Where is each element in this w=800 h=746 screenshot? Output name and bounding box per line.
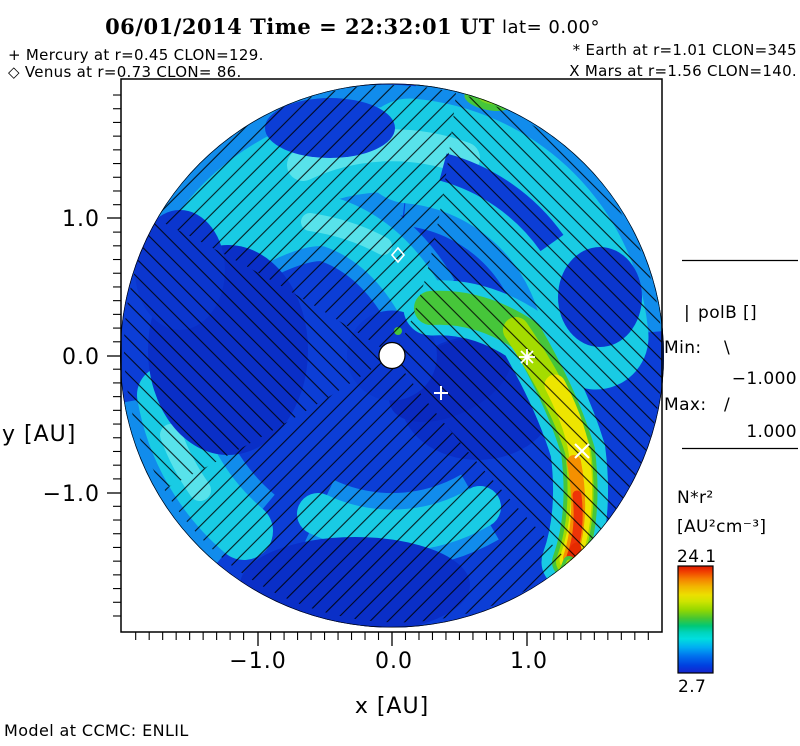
colorbar-quantity: N*r² xyxy=(677,488,714,508)
polarity-hatch-overlay xyxy=(123,84,663,623)
x-tick-0: 0.0 xyxy=(375,649,413,674)
major-ticks xyxy=(107,217,528,646)
legend-mercury: + Mercury at r=0.45 CLON=129. xyxy=(8,46,264,64)
legend-venus: ◇ Venus at r=0.73 CLON= 86. xyxy=(8,63,242,81)
colorbar: N*r² [AU²cm⁻³] 24.1 2.7 xyxy=(677,488,766,697)
venus-marker xyxy=(390,246,406,264)
x-axis-label: x [AU] xyxy=(355,694,429,719)
polb-min-value: −1.000 xyxy=(732,369,797,389)
sun-marker xyxy=(378,341,406,370)
minor-ticks xyxy=(113,94,649,640)
colorbar-min: 2.7 xyxy=(678,677,706,697)
polb-max-label: Max: xyxy=(664,395,706,415)
earth-marker xyxy=(519,349,535,365)
polb-bar-glyph: | xyxy=(684,303,690,323)
polb-panel: | polB [] Min: \ −1.000 Max: / 1.000 xyxy=(664,259,798,450)
x-tick-neg1: −1.0 xyxy=(229,649,286,674)
colorbar-max: 24.1 xyxy=(677,547,716,567)
plot-title-latitude: lat= 0.00° xyxy=(502,17,600,38)
legend-mars: X Mars at r=1.56 CLON=140. xyxy=(569,62,797,80)
mars-marker xyxy=(574,443,590,459)
y-axis-label: y [AU] xyxy=(2,422,76,447)
polb-max-value: 1.000 xyxy=(746,422,797,442)
model-footer: Model at CCMC: ENLIL xyxy=(4,721,189,740)
y-tick-neg1: −1.0 xyxy=(43,482,100,507)
x-tick-1: 1.0 xyxy=(510,649,548,674)
y-tick-0: 0.0 xyxy=(62,345,100,370)
mercury-marker xyxy=(434,386,448,400)
polb-min-label: Min: xyxy=(664,338,702,358)
polb-min-glyph: \ xyxy=(724,338,730,358)
plot-title: 06/01/2014 Time = 22:32:01 UT xyxy=(105,14,495,39)
colorbar-gradient xyxy=(677,565,714,674)
density-field xyxy=(120,83,664,628)
legend-earth: * Earth at r=1.01 CLON=345 xyxy=(573,41,797,59)
polb-max-glyph: / xyxy=(724,395,730,415)
polb-title: polB [] xyxy=(698,303,757,323)
y-tick-1: 1.0 xyxy=(62,207,100,232)
colorbar-units: [AU²cm⁻³] xyxy=(677,517,766,537)
